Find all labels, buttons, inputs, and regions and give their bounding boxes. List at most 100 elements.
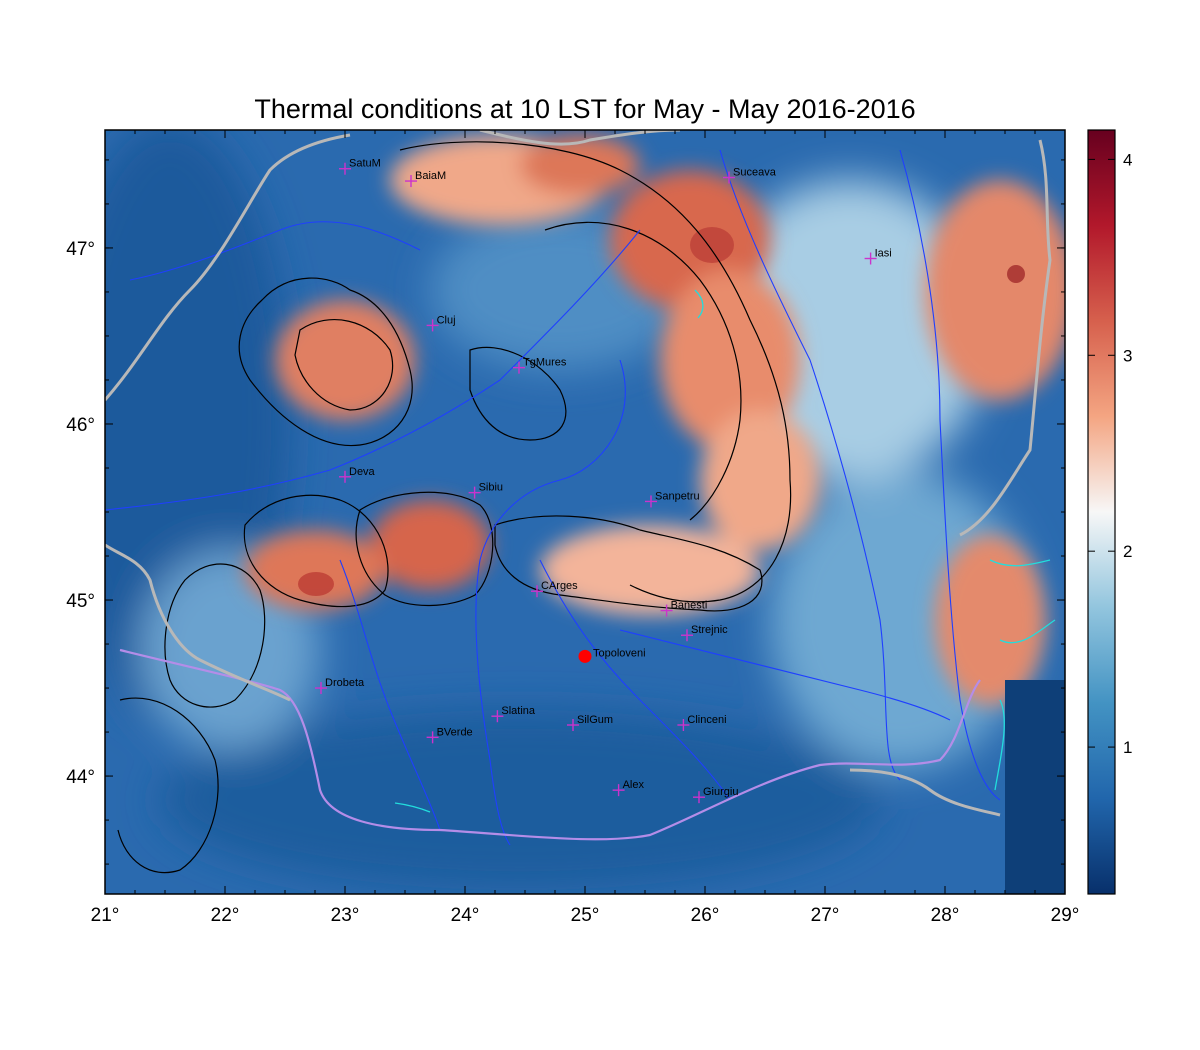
danube-delta	[989, 559, 1056, 791]
station-clinceni: Clinceni	[677, 714, 727, 732]
station-label: BaiaM	[415, 170, 446, 182]
field-warm-apuseni	[275, 300, 415, 420]
y-tick-label: 47°	[66, 239, 95, 260]
river-somes	[129, 221, 421, 281]
contour-apuseni-inner	[294, 319, 394, 411]
x-tick-label: 29°	[1051, 905, 1080, 926]
river-arges	[539, 559, 731, 801]
rivers	[105, 149, 1001, 846]
colorbar-ticks: 1 2 3 4	[1088, 150, 1132, 757]
river-prut	[899, 149, 1001, 801]
border-north	[105, 130, 681, 401]
contour-eastcarp	[399, 141, 792, 603]
station-label: Iasi	[875, 248, 892, 260]
map-axis-ticks: 21° 22° 23° 24° 25° 26° 27° 28° 29° 44° 45° 46° 47°	[66, 130, 1079, 926]
station-sibiu: Sibiu	[468, 482, 503, 499]
x-tick-label: 27°	[811, 905, 840, 926]
field-warm-moldova-2	[935, 535, 1045, 705]
station-suceava: Suceava	[723, 167, 777, 184]
station-label: Sibiu	[479, 482, 503, 494]
station-cluj: Cluj	[426, 314, 456, 332]
river-ialomita	[619, 629, 951, 721]
border-east	[959, 139, 1052, 537]
x-tick-label: 24°	[451, 905, 480, 926]
station-label: Deva	[349, 466, 376, 478]
colorbar-ramp	[1087, 129, 1116, 895]
contour-apuseni	[238, 277, 413, 447]
field-warm-suceava	[520, 135, 640, 195]
station-sanpetru: Sanpetru	[645, 490, 700, 508]
field-blacksea	[1005, 680, 1065, 894]
station-satum: SatuM	[339, 158, 381, 175]
highlight-label: Topoloveni	[593, 647, 646, 659]
map-panel: SatuM BaiaM Suceava Iasi Cluj TgMures Deva Sibi…	[105, 130, 1065, 894]
colorbar-tick-label: 4	[1123, 150, 1132, 169]
contour-parang	[243, 494, 389, 608]
station-label: BVerde	[437, 726, 473, 738]
field-hot-spot-2	[1007, 265, 1025, 283]
station-tgmures: TgMures	[513, 357, 567, 374]
lake-south	[394, 802, 431, 813]
station-alex: Alex	[612, 779, 645, 797]
river-mures	[105, 229, 641, 511]
station-drobeta: Drobeta	[315, 677, 365, 695]
national-border	[105, 130, 1052, 817]
contour-lines	[117, 141, 792, 874]
station-label: Cluj	[437, 314, 456, 326]
field-warm-eastcarp-2	[660, 270, 800, 450]
colorbar-tick-label: 3	[1123, 346, 1132, 365]
field-warm-eastcarp-3	[700, 410, 820, 550]
station-label: Drobeta	[325, 677, 365, 689]
station-label: Clinceni	[687, 714, 726, 726]
colorbar: 1 2 3 4	[1087, 129, 1132, 895]
border-south	[849, 768, 1001, 817]
station-label: Alex	[623, 779, 645, 791]
field-warm-fagaras	[370, 500, 490, 590]
station-silgum: SilGum	[567, 714, 613, 732]
x-tick-label: 28°	[931, 905, 960, 926]
contour-fagaras	[355, 491, 494, 607]
station-label: SatuM	[349, 158, 381, 170]
contour-transylvania	[469, 346, 567, 441]
station-label: Banesti	[671, 600, 708, 612]
field-cool-south	[160, 710, 880, 890]
field-hot-spot-1	[690, 227, 734, 263]
station-slatina: Slatina	[491, 705, 536, 723]
station-label: Sanpetru	[655, 490, 700, 502]
y-tick-label: 46°	[66, 415, 95, 436]
colorbar-tick-label: 2	[1123, 542, 1132, 561]
station-label: Suceava	[733, 167, 777, 179]
y-tick-label: 44°	[66, 767, 95, 788]
river-jiu	[339, 559, 441, 831]
y-tick-label: 45°	[66, 591, 95, 612]
station-baiam: BaiaM	[405, 170, 446, 188]
x-tick-label: 22°	[211, 905, 240, 926]
station-bverde: BVerde	[426, 726, 473, 744]
contour-west	[117, 697, 219, 874]
station-label: Slatina	[501, 705, 536, 717]
station-label: SilGum	[577, 714, 613, 726]
river-olt	[475, 359, 626, 846]
contour-eastcarp-inner	[544, 221, 742, 521]
field-warm-moldova-1	[925, 180, 1065, 400]
station-label: CArges	[541, 580, 578, 592]
station-deva: Deva	[339, 466, 376, 483]
x-tick-label: 21°	[91, 905, 120, 926]
station-strejnic: Strejnic	[681, 624, 728, 642]
water-bodies	[394, 289, 1056, 813]
colorbar-tick-label: 1	[1123, 738, 1132, 757]
contour-banat	[164, 563, 266, 708]
field-warm-curvature	[540, 525, 760, 615]
x-tick-label: 26°	[691, 905, 720, 926]
lake-dam	[694, 289, 704, 319]
station-banesti: Banesti	[660, 600, 708, 617]
highlight-station: Topoloveni	[578, 647, 646, 663]
field-warm-parang	[245, 530, 385, 610]
field-hot-spot-3	[298, 572, 334, 596]
station-giurgiu: Giurgiu	[693, 786, 738, 804]
highlight-dot	[578, 649, 592, 663]
station-label: Strejnic	[691, 624, 728, 636]
contour-curvature	[494, 515, 763, 612]
river-siret	[719, 149, 901, 781]
station-label: Giurgiu	[703, 786, 738, 798]
